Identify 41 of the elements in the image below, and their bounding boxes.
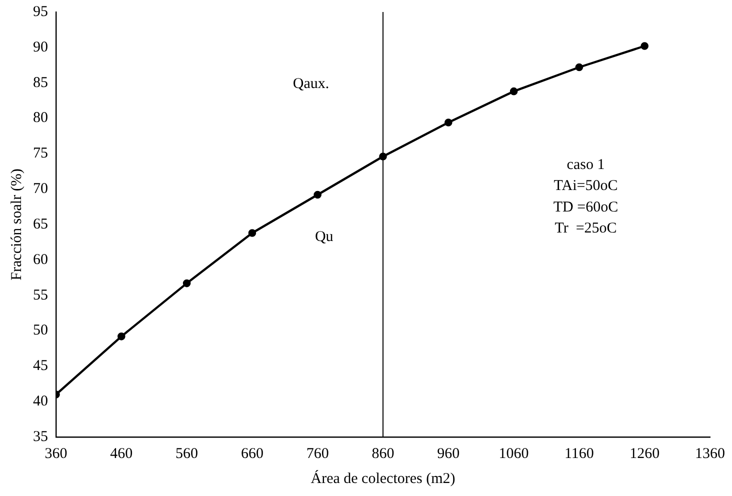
y-tick-label: 85 [33,74,48,91]
point [379,152,387,160]
y-tick-label: 95 [33,4,48,20]
y-tick-label: 50 [33,322,48,339]
x-tick-label: 1260 [630,446,660,462]
annotation: Tr =25oC [554,220,617,237]
y-tick-label: 35 [33,428,48,445]
point [118,332,126,340]
y-tick-label: 70 [33,181,48,198]
x-tick-label: 960 [437,446,460,462]
x-tick-label: 1060 [498,446,529,462]
y-tick-label: 65 [33,216,48,232]
y-tick-label: 40 [33,394,48,410]
y-tick-label: 75 [33,146,48,162]
x-tick-label: 860 [372,446,394,462]
x-axis-title: Área de colectores (m2) [310,470,456,487]
x-tick-label: 760 [306,446,329,462]
point [575,63,584,72]
point [640,42,648,50]
point [444,118,452,126]
point [510,87,518,96]
annotation: TD =60oC [553,199,618,216]
x-tick-label: 1160 [564,446,594,462]
y-tick-label: 55 [33,287,48,304]
x-tick-label: 660 [240,446,264,462]
y-tick-label: 90 [33,39,48,56]
x-tick-label: 460 [110,446,133,462]
annotation: TAi=50oC [554,178,618,194]
x-tick-label: 1360 [695,446,725,462]
x-tick-label: 560 [176,446,198,462]
annotation: Qaux. [292,76,330,92]
annotation: caso 1 [566,156,605,173]
annotation: Qu [314,229,334,246]
y-tick-label: 45 [33,358,48,374]
point [182,279,191,288]
point [314,190,322,199]
y-tick-label: 60 [33,252,48,268]
y-axis-title: Fracción soalr (%) [8,168,25,280]
y-tick-label: 80 [33,110,48,126]
x-tick-label: 360 [44,446,68,462]
point [248,229,256,237]
